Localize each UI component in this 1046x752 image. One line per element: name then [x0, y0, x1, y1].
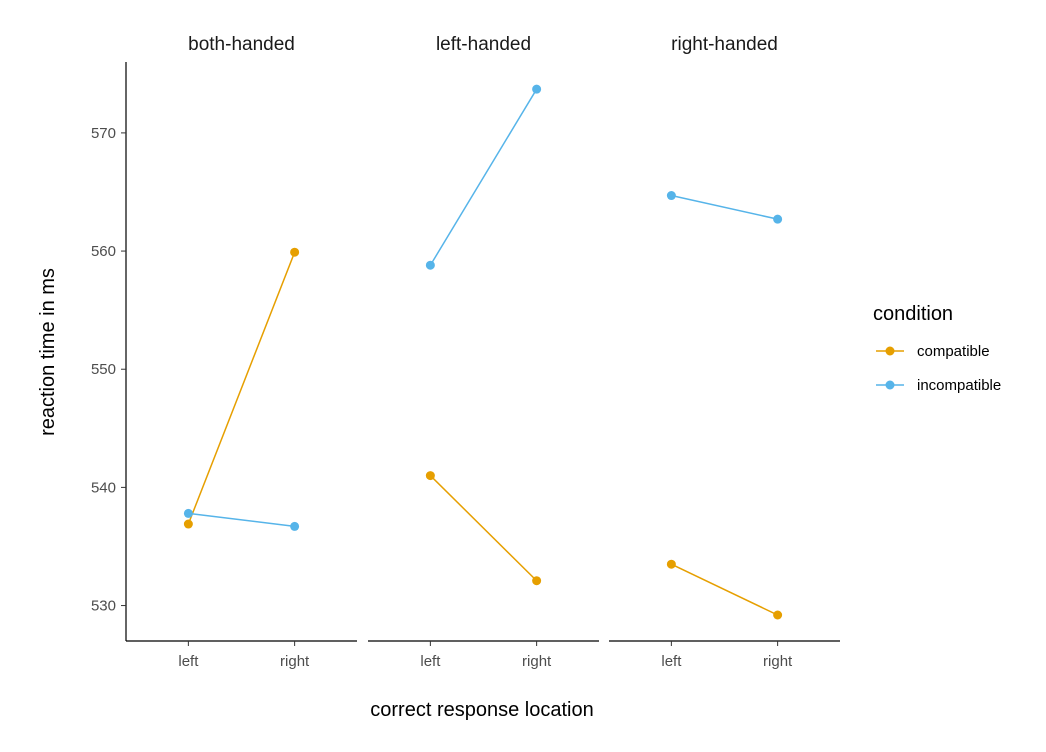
legend-key-point-incompatible — [885, 380, 895, 390]
plot-layer: 530 540 550 560 570 both-handed left right left-… — [91, 34, 840, 670]
data-point-compatible — [666, 559, 676, 569]
series-line-incompatible — [188, 512, 295, 528]
series-line-incompatible — [671, 194, 778, 220]
legend-label-incompatible: incompatible — [917, 377, 1001, 394]
data-point-compatible — [425, 471, 435, 481]
facet-title: left-handed — [436, 34, 531, 55]
data-point-incompatible — [183, 508, 193, 518]
data-point-compatible — [183, 519, 193, 529]
series-line-compatible — [429, 475, 538, 582]
facet-title: right-handed — [671, 34, 778, 55]
facet-title: both-handed — [188, 34, 295, 55]
series-line-compatible — [671, 563, 778, 616]
data-point-incompatible — [290, 521, 300, 531]
legend-title: condition — [873, 303, 953, 325]
series-line-incompatible — [429, 88, 538, 266]
data-point-incompatible — [773, 214, 783, 224]
y-tick-label: 550 — [91, 361, 116, 378]
data-point-compatible — [773, 610, 783, 620]
y-tick-label: 540 — [91, 479, 116, 496]
y-tick-label: 530 — [91, 598, 116, 615]
series-line-compatible — [187, 251, 296, 525]
y-tick-label: 570 — [91, 125, 116, 142]
x-tick-label: left — [661, 653, 682, 670]
legend: compatible incompatible — [876, 343, 1001, 394]
legend-label-compatible: compatible — [917, 343, 990, 360]
x-tick-label: right — [763, 653, 793, 670]
y-tick-label: 560 — [91, 243, 116, 260]
x-tick-label: right — [522, 653, 552, 670]
x-tick-label: left — [420, 653, 441, 670]
x-tick-label: left — [178, 653, 199, 670]
data-point-compatible — [290, 247, 300, 257]
data-point-incompatible — [532, 84, 542, 94]
legend-key-point-compatible — [885, 346, 895, 356]
data-point-incompatible — [666, 191, 676, 201]
x-tick-label: right — [280, 653, 310, 670]
data-point-compatible — [532, 576, 542, 586]
x-axis-title: correct response location — [370, 699, 593, 721]
y-axis-title: reaction time in ms — [37, 268, 59, 436]
data-point-incompatible — [425, 260, 435, 270]
